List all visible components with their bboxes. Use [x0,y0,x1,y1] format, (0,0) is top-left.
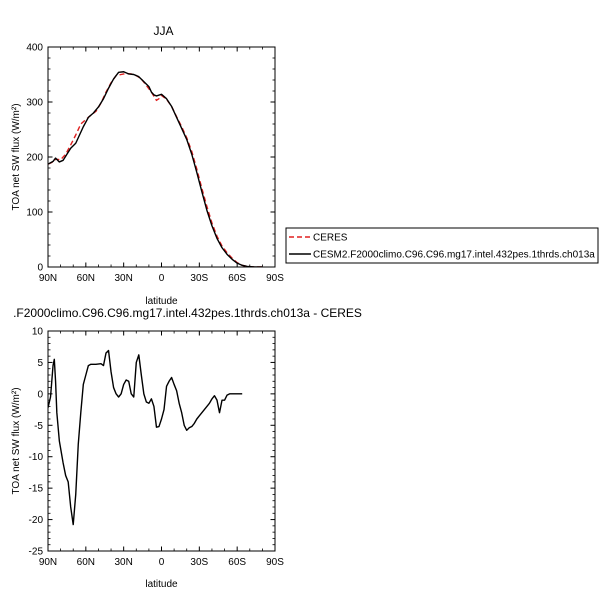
legend: CERES CESM2.F2000climo.C96.C96.mg17.intel… [285,227,599,264]
x-tick-label: 30S [190,273,208,284]
plot-frame [47,330,276,552]
plot-frame [47,46,276,268]
y-tick-label: 300 [26,98,43,109]
y-tick-label: -5 [34,421,43,432]
series-line-1 [48,349,243,526]
x-tick-label: 90S [266,273,284,284]
x-tick-label: 0 [159,273,165,284]
x-tick-label: 90N [39,557,57,568]
series-line-2 [48,71,263,267]
x-tick-label: 60N [77,557,95,568]
series-line-1 [48,72,263,267]
chart-title: JJA [153,24,173,38]
legend-label-1: CERES [313,233,348,244]
x-tick-label: 60S [228,557,246,568]
y-axis-label: TOA net SW flux (W/m²) [11,103,22,210]
y-tick-label: -10 [29,452,44,463]
y-tick-label: 10 [32,327,44,338]
y-axis-label: TOA net SW flux (W/m²) [11,387,22,494]
x-axis-label: latitude [145,296,178,307]
x-tick-label: 0 [159,557,165,568]
x-tick-label: 60S [228,273,246,284]
panel-1: JJA 90N 60N 30N 0 30S 60S 90S 0 100 200 300 400 latit… [11,24,599,307]
y-tick-label: -25 [29,547,44,558]
x-tick-label: 90N [39,273,57,284]
y-tick-label: -20 [29,515,44,526]
panel-2: .F2000climo.C96.C96.mg17.intel.432pes.1t… [11,306,362,590]
x-tick-label: 60N [77,273,95,284]
y-tick-label: 100 [26,208,43,219]
y-tick-label: 200 [26,153,43,164]
legend-box [285,227,599,264]
x-tick-label: 30N [114,273,132,284]
y-tick-label: -15 [29,484,44,495]
y-tick-label: 0 [37,389,43,400]
y-tick-label: 400 [26,43,43,54]
legend-label-2: CESM2.F2000climo.C96.C96.mg17.intel.432p… [313,250,595,261]
y-tick-label: 5 [37,358,43,369]
y-tick-label: 0 [37,263,43,274]
x-tick-label: 90S [266,557,284,568]
x-tick-label: 30N [114,557,132,568]
x-axis-label: latitude [145,579,178,590]
chart-title: .F2000climo.C96.C96.mg17.intel.432pes.1t… [13,306,362,320]
x-tick-label: 30S [190,557,208,568]
